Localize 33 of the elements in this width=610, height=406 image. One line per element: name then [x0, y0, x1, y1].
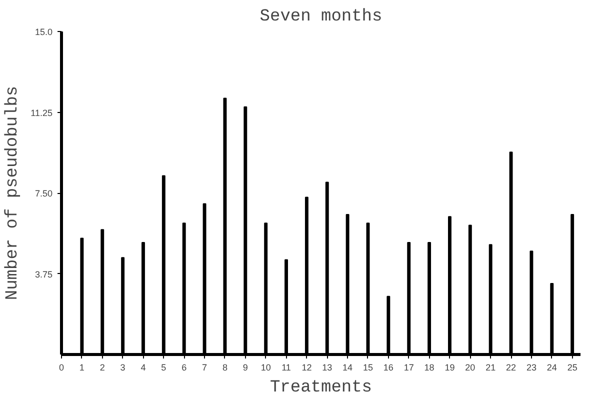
y-tick-label: 11.25	[30, 108, 53, 118]
x-tick-label: 24	[546, 362, 557, 372]
x-tick-label: 17	[404, 362, 414, 372]
chart-title: Seven months	[260, 8, 382, 26]
y-axis-title: Number of pseudobulbs	[4, 86, 23, 300]
x-tick-label: 12	[302, 362, 312, 372]
x-tick-label: 5	[161, 362, 166, 372]
x-tick-label: 2	[100, 362, 105, 372]
x-tick-label: 8	[222, 362, 228, 372]
x-tick-label: 4	[140, 362, 146, 372]
x-tick-label: 18	[424, 362, 434, 372]
x-tick-label: 14	[342, 362, 353, 372]
x-tick-label: 6	[182, 362, 187, 372]
x-tick-label: 1	[79, 362, 84, 372]
x-tick-label: 10	[260, 362, 271, 372]
x-tick-label: 23	[526, 362, 536, 372]
x-axis-title: Treatments	[270, 378, 372, 398]
x-tick-label: 13	[322, 362, 332, 372]
x-tick-label: 7	[202, 362, 208, 372]
x-tick-label: 22	[506, 362, 516, 372]
x-tick-label: 15	[362, 362, 374, 372]
x-tick-label: 9	[242, 362, 248, 372]
x-tick-label: 20	[465, 362, 476, 372]
x-tick-label: 21	[486, 362, 496, 372]
x-tick-label: 16	[383, 362, 394, 372]
y-tick-label: 7.50	[34, 188, 53, 198]
x-tick-label: 19	[444, 362, 455, 372]
x-tick-label: 11	[282, 362, 291, 372]
y-tick-label: 3.75	[34, 269, 53, 280]
y-tick-label: 15.0	[34, 27, 53, 37]
x-tick-label: 3	[120, 362, 126, 372]
x-tick-label: 25	[567, 362, 578, 372]
x-tick-label: 0	[58, 362, 64, 372]
